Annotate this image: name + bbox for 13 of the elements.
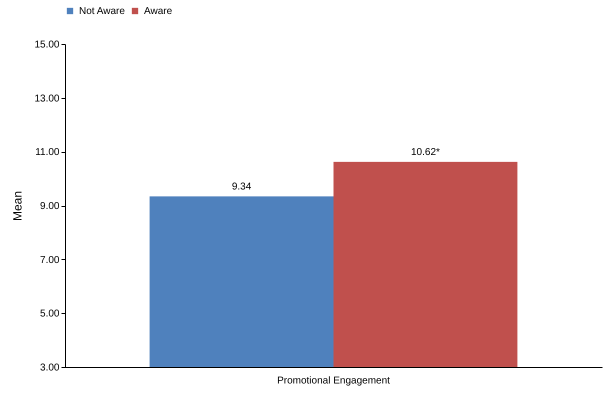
y-tick-label: 5.00 bbox=[40, 308, 60, 320]
y-tick-label: 9.00 bbox=[40, 201, 60, 212]
legend-label: Aware bbox=[144, 6, 173, 17]
y-tick-label: 7.00 bbox=[40, 254, 60, 266]
y-tick-label: 13.00 bbox=[34, 93, 60, 104]
data-label: 9.34 bbox=[232, 181, 252, 192]
y-axis-title: Mean bbox=[10, 190, 24, 222]
y-tick-label: 11.00 bbox=[35, 147, 60, 158]
y-tick-label: 3.00 bbox=[40, 362, 60, 374]
y-tick-label: 15.00 bbox=[34, 40, 60, 50]
legend-label: Not Aware bbox=[79, 6, 126, 17]
data-label: 10.62* bbox=[410, 146, 440, 158]
x-tick-label: Promotional Engagement bbox=[277, 376, 390, 386]
